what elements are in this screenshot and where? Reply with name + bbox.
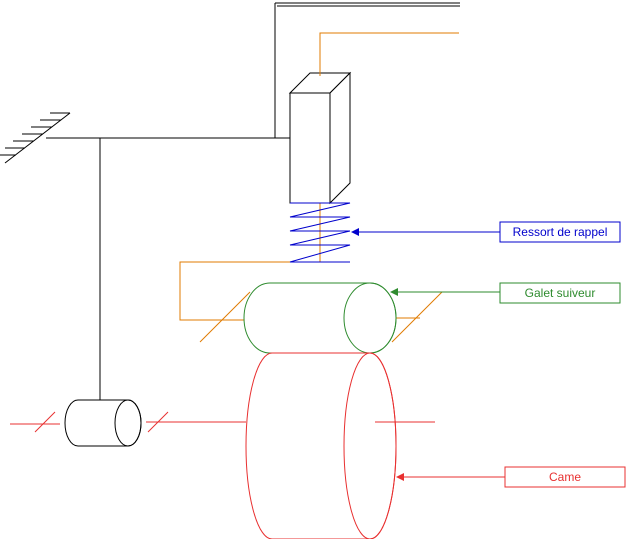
cam-label: Came: [549, 470, 581, 484]
ground-hatching: [0, 112, 71, 164]
cam-cylinder: [245, 352, 397, 539]
spring-callout: Ressort de rappel: [351, 221, 621, 243]
frame-bars: [46, 2, 460, 400]
guide-block: [288, 71, 352, 205]
follower-axis-marks: [199, 291, 443, 343]
follower-label: Galet suiveur: [525, 286, 596, 300]
bearing-axis-marks: [34, 411, 169, 433]
cam-shaft: [10, 421, 435, 425]
shaft-bearing: [64, 399, 142, 447]
follower-callout: Galet suiveur: [390, 282, 621, 304]
return-spring: [289, 202, 351, 263]
follower-roller: [243, 282, 397, 354]
spring-label: Ressort de rappel: [513, 225, 608, 239]
cam-callout: Came: [396, 466, 626, 488]
